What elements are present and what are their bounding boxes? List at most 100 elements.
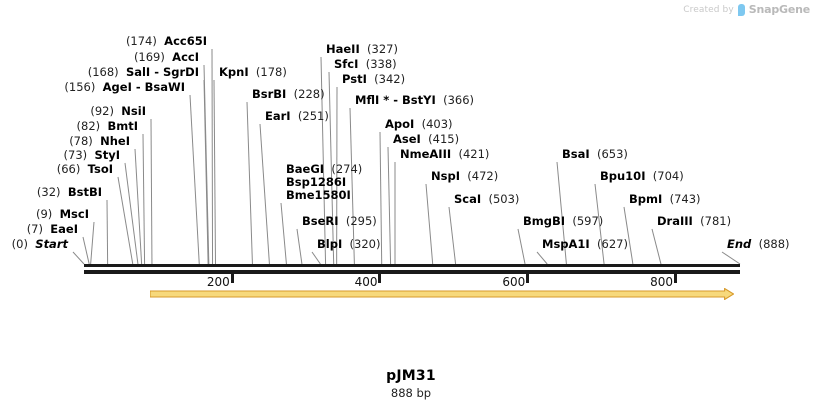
restriction-site-label-eaei[interactable]: (7) EaeI bbox=[0, 223, 78, 236]
restriction-site-label-baegi[interactable]: BaeGI (274) Bsp1286I Bme1580I bbox=[286, 163, 362, 202]
site-position: (342) bbox=[366, 72, 406, 86]
enzyme-name: BsaWI bbox=[144, 80, 185, 94]
enzyme-name: AgeI bbox=[102, 80, 132, 94]
leader-line bbox=[106, 199, 109, 265]
feature-arrow[interactable] bbox=[150, 288, 735, 302]
leader-line bbox=[211, 48, 214, 265]
restriction-site-label-acci[interactable]: (169) AccI bbox=[0, 51, 199, 64]
sequence-backbone-lower bbox=[84, 270, 740, 274]
enzyme-name: BpmI bbox=[629, 192, 663, 206]
leader-line bbox=[425, 183, 434, 265]
restriction-site-label-end[interactable]: End (888) bbox=[727, 238, 790, 251]
site-position: (403) bbox=[414, 117, 453, 131]
ruler-tick-mark bbox=[526, 274, 530, 283]
ruler-tick-label: 600 bbox=[502, 275, 526, 289]
site-position: (421) bbox=[451, 147, 490, 161]
enzyme-name: TsoI bbox=[87, 162, 113, 176]
leader-line bbox=[72, 251, 85, 265]
restriction-site-label-bsai[interactable]: BsaI (653) bbox=[562, 148, 628, 161]
restriction-site-label-agei[interactable]: (156) AgeI - BsaWI bbox=[0, 81, 185, 94]
site-position: (168) bbox=[87, 65, 126, 79]
leader-line bbox=[90, 221, 95, 265]
leader-line bbox=[82, 236, 90, 265]
restriction-site-label-eari[interactable]: EarI (251) bbox=[265, 110, 329, 123]
restriction-site-label-bseri[interactable]: BseRI (295) bbox=[302, 215, 377, 228]
leader-line bbox=[117, 176, 134, 265]
enzyme-name: MscI bbox=[59, 207, 89, 221]
site-position: (503) bbox=[481, 192, 520, 206]
restriction-site-label-apoi[interactable]: ApoI (403) bbox=[385, 118, 453, 131]
restriction-site-label-msci[interactable]: (9) MscI bbox=[0, 208, 89, 221]
enzyme-name: ApoI bbox=[385, 117, 415, 131]
site-position: (327) bbox=[359, 42, 398, 56]
restriction-site-label-bmgbi[interactable]: BmgBI (597) bbox=[523, 215, 603, 228]
site-position: (366) bbox=[435, 93, 474, 107]
enzyme-name: End bbox=[727, 237, 752, 251]
site-position: (251) bbox=[290, 109, 329, 123]
restriction-site-label-sfci[interactable]: SfcI (338) bbox=[334, 58, 397, 71]
restriction-site-label-kpni[interactable]: KpnI (178) bbox=[219, 66, 287, 79]
restriction-site-label-tsoi[interactable]: (66) TsoI bbox=[0, 163, 113, 176]
site-position: (66) bbox=[56, 162, 88, 176]
restriction-site-label-asei[interactable]: AseI (415) bbox=[393, 133, 459, 146]
enzyme-name: SgrDI bbox=[162, 65, 199, 79]
enzyme-name: MflI * bbox=[355, 93, 390, 107]
restriction-site-label-start[interactable]: (0) Start bbox=[0, 238, 68, 251]
site-position: (415) bbox=[420, 132, 460, 146]
restriction-site-label-bpmi[interactable]: BpmI (743) bbox=[629, 193, 701, 206]
credit-prefix: Created by bbox=[683, 4, 734, 15]
site-position: (597) bbox=[565, 214, 604, 228]
leader-line bbox=[124, 162, 139, 265]
enzyme-name: SalI bbox=[125, 65, 151, 79]
restriction-site-label-scai[interactable]: ScaI (503) bbox=[454, 193, 519, 206]
leader-line bbox=[134, 148, 143, 265]
enzyme-name: StyI bbox=[94, 148, 120, 162]
enzyme-name: NmeAIII bbox=[400, 147, 452, 161]
restriction-site-label-mfli[interactable]: MflI * - BstYI (366) bbox=[355, 94, 474, 107]
enzyme-name: BaeGI bbox=[286, 162, 325, 176]
enzyme-name: BmtI bbox=[107, 119, 138, 133]
restriction-site-label-nspi[interactable]: NspI (472) bbox=[431, 170, 498, 183]
site-position: (156) bbox=[64, 80, 103, 94]
restriction-site-label-mspa1i[interactable]: MspA1I (627) bbox=[542, 238, 628, 251]
feature-arrow-shape[interactable] bbox=[150, 288, 735, 300]
restriction-site-label-nmeaiii[interactable]: NmeAIII (421) bbox=[400, 148, 489, 161]
leader-line bbox=[189, 94, 200, 265]
restriction-site-label-bsrbi[interactable]: BsrBI (228) bbox=[252, 88, 325, 101]
leader-line bbox=[651, 228, 662, 265]
enzyme-name: AccI bbox=[172, 50, 199, 64]
restriction-site-label-sali[interactable]: (168) SalI - SgrDI bbox=[0, 66, 199, 79]
enzyme-name: MspA1I bbox=[542, 237, 590, 251]
leader-line bbox=[280, 202, 287, 265]
restriction-site-label-nhei[interactable]: (78) NheI bbox=[0, 135, 130, 148]
ruler-tick-label: 200 bbox=[206, 275, 230, 289]
site-position: (338) bbox=[358, 57, 397, 71]
restriction-site-label-nsii[interactable]: (92) NsiI bbox=[0, 105, 146, 118]
enzyme-name: NspI bbox=[431, 169, 460, 183]
enzyme-name: EarI bbox=[265, 109, 291, 123]
site-line: BaeGI (274) bbox=[286, 163, 362, 176]
site-position: (7) bbox=[26, 222, 51, 236]
ruler-tick-mark bbox=[230, 274, 234, 283]
restriction-site-label-styi[interactable]: (73) StyI bbox=[0, 149, 120, 162]
leader-line bbox=[517, 228, 526, 265]
enzyme-name: BmgBI bbox=[523, 214, 566, 228]
restriction-site-label-draiii[interactable]: DraIII (781) bbox=[657, 215, 731, 228]
leader-line bbox=[203, 79, 209, 265]
enzyme-name: BsaI bbox=[562, 147, 590, 161]
restriction-site-label-bstbi[interactable]: (32) BstBI bbox=[0, 186, 102, 199]
site-position: (704) bbox=[645, 169, 684, 183]
restriction-site-label-blpi[interactable]: BlpI (320) bbox=[317, 238, 380, 251]
restriction-site-label-haeii[interactable]: HaeII (327) bbox=[326, 43, 398, 56]
site-position: (9) bbox=[36, 207, 60, 221]
restriction-site-label-bmti[interactable]: (82) BmtI bbox=[0, 120, 138, 133]
site-position: (472) bbox=[459, 169, 499, 183]
restriction-site-label-acc65i[interactable]: (174) Acc65I bbox=[0, 35, 207, 48]
snapgene-credit: Created by SnapGene bbox=[683, 3, 810, 16]
leader-line bbox=[721, 251, 741, 265]
restriction-site-label-bpu10i[interactable]: Bpu10I (704) bbox=[600, 170, 684, 183]
restriction-site-label-psti[interactable]: PstI (342) bbox=[342, 73, 405, 86]
enzyme-name: SfcI bbox=[334, 57, 359, 71]
leader-line bbox=[311, 251, 321, 265]
site-position: (82) bbox=[76, 119, 108, 133]
